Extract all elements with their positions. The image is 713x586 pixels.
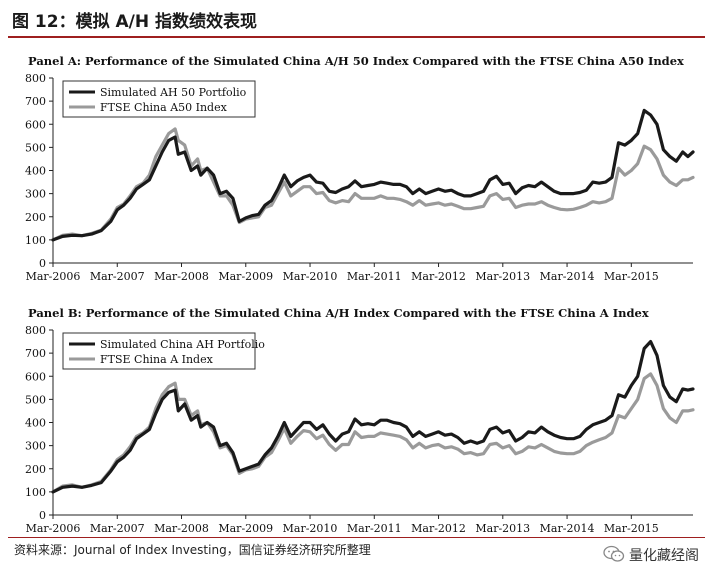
y-tick-label: 500 bbox=[25, 393, 46, 406]
series-line-1 bbox=[51, 372, 695, 494]
legend-box bbox=[62, 80, 256, 118]
panel-title: Panel A: Performance of the Simulated Ch… bbox=[28, 54, 684, 68]
x-tick-label: Mar-2012 bbox=[411, 270, 466, 283]
charts-canvas: Panel A: Performance of the Simulated Ch… bbox=[25, 54, 695, 535]
x-tick-label: Mar-2006 bbox=[26, 522, 81, 535]
y-tick-label: 700 bbox=[25, 95, 46, 108]
figure-header: 图 12：模拟 A/H 指数绩效表现 bbox=[0, 0, 713, 38]
footer-divider bbox=[8, 537, 705, 538]
header-divider bbox=[8, 36, 705, 38]
panel-b-chart: Panel B: Performance of the Simulated Ch… bbox=[25, 306, 695, 535]
y-tick-label: 200 bbox=[25, 211, 46, 224]
legend-label: Simulated AH 50 Portfolio bbox=[100, 86, 247, 99]
y-tick-label: 100 bbox=[25, 234, 46, 247]
legend-label: Simulated China AH Portfolio bbox=[100, 338, 265, 351]
legend-label: FTSE China A Index bbox=[100, 353, 214, 366]
source-note: 资料来源：Journal of Index Investing，国信证券经济研究… bbox=[14, 543, 371, 557]
y-tick-label: 300 bbox=[25, 440, 46, 453]
x-tick-label: Mar-2009 bbox=[218, 522, 273, 535]
y-tick-label: 500 bbox=[25, 141, 46, 154]
x-tick-label: Mar-2007 bbox=[90, 522, 145, 535]
y-tick-label: 700 bbox=[25, 347, 46, 360]
y-tick-label: 300 bbox=[25, 188, 46, 201]
x-tick-label: Mar-2013 bbox=[475, 270, 530, 283]
x-tick-label: Mar-2015 bbox=[604, 522, 659, 535]
legend-box bbox=[62, 332, 256, 370]
legend-label: FTSE China A50 Index bbox=[100, 101, 228, 114]
x-tick-label: Mar-2010 bbox=[283, 270, 338, 283]
panel-a-chart: Panel A: Performance of the Simulated Ch… bbox=[25, 54, 695, 283]
x-tick-label: Mar-2014 bbox=[540, 522, 595, 535]
x-tick-label: Mar-2009 bbox=[218, 270, 273, 283]
x-tick-label: Mar-2008 bbox=[154, 522, 209, 535]
series-line-1 bbox=[51, 127, 695, 242]
y-tick-label: 400 bbox=[25, 417, 46, 430]
y-tick-label: 200 bbox=[25, 463, 46, 476]
x-tick-label: Mar-2011 bbox=[347, 270, 402, 283]
y-tick-label: 600 bbox=[25, 370, 46, 383]
x-tick-label: Mar-2010 bbox=[283, 522, 338, 535]
series-line-0 bbox=[51, 108, 695, 242]
y-tick-label: 600 bbox=[25, 118, 46, 131]
figure-title: 图 12：模拟 A/H 指数绩效表现 bbox=[12, 12, 258, 32]
y-tick-label: 400 bbox=[25, 165, 46, 178]
x-tick-label: Mar-2008 bbox=[154, 270, 209, 283]
watermark-text: 量化藏经阁 bbox=[629, 548, 699, 564]
y-tick-label: 0 bbox=[39, 509, 46, 522]
wechat-icon bbox=[603, 545, 625, 562]
y-tick-label: 0 bbox=[39, 257, 46, 270]
x-tick-label: Mar-2013 bbox=[475, 522, 530, 535]
watermark: 量化藏经阁 bbox=[603, 545, 699, 565]
x-tick-label: Mar-2014 bbox=[540, 270, 595, 283]
y-tick-label: 800 bbox=[25, 72, 46, 85]
x-tick-label: Mar-2015 bbox=[604, 270, 659, 283]
x-tick-label: Mar-2012 bbox=[411, 522, 466, 535]
y-tick-label: 800 bbox=[25, 324, 46, 337]
x-tick-label: Mar-2011 bbox=[347, 522, 402, 535]
panel-title: Panel B: Performance of the Simulated Ch… bbox=[28, 306, 649, 320]
y-tick-label: 100 bbox=[25, 486, 46, 499]
x-tick-label: Mar-2006 bbox=[26, 270, 81, 283]
series-line-0 bbox=[51, 340, 695, 494]
x-tick-label: Mar-2007 bbox=[90, 270, 145, 283]
